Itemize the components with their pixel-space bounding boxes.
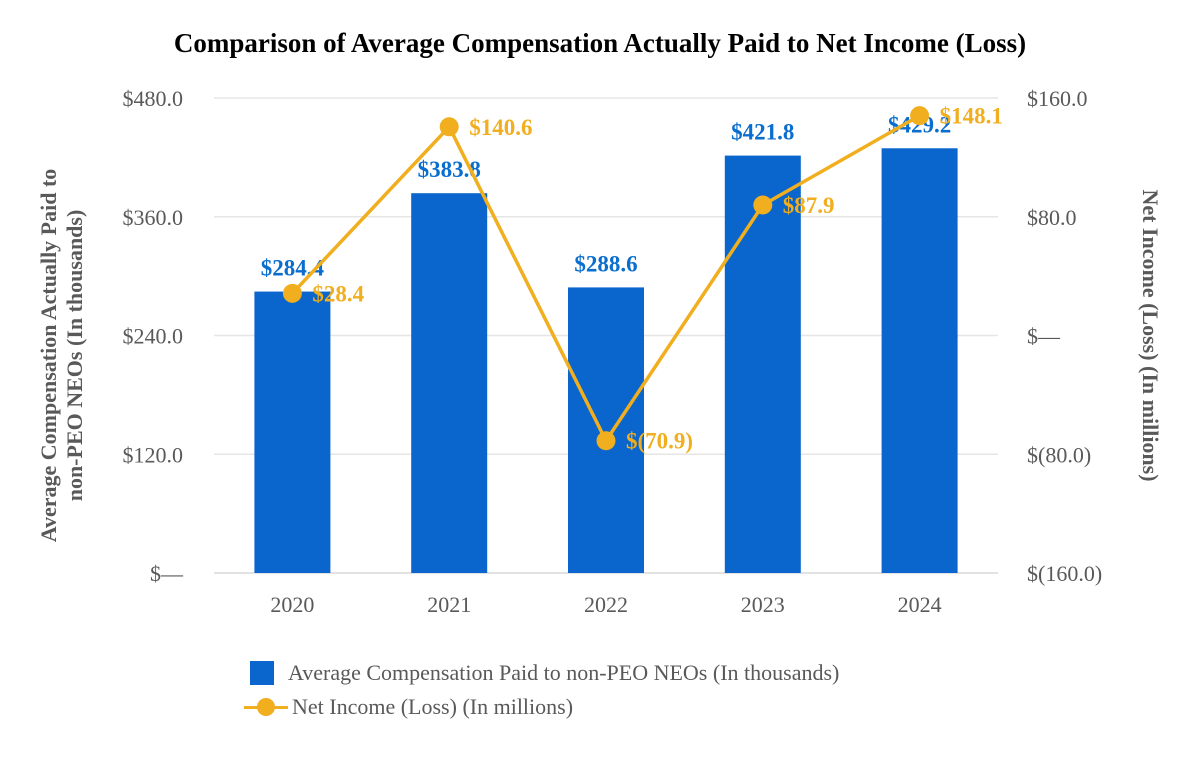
y-left-tick-label: $— [150, 561, 184, 586]
legend-item-line: Net Income (Loss) (In millions) [244, 690, 839, 724]
line-data-label: $(70.9) [626, 429, 693, 454]
line-point [753, 195, 773, 215]
line-point [596, 431, 616, 451]
legend-item-bar: Average Compensation Paid to non-PEO NEO… [244, 656, 839, 690]
y-right-tick-label: $80.0 [1027, 205, 1077, 230]
y-left-axis-title: Average Compensation Actually Paid tonon… [36, 169, 87, 543]
legend-bar-label: Average Compensation Paid to non-PEO NEO… [288, 660, 840, 685]
line-data-label: $28.4 [312, 281, 364, 306]
x-tick-label: 2020 [270, 592, 314, 617]
y-left-tick-label: $240.0 [123, 324, 184, 349]
chart-title: Comparison of Average Compensation Actua… [173, 28, 1027, 58]
legend-line-label: Net Income (Loss) (In millions) [292, 694, 574, 719]
line-data-label: $148.1 [940, 104, 1003, 129]
line-data-label: $140.6 [469, 115, 532, 140]
bar [568, 287, 644, 573]
line-data-label: $87.9 [783, 193, 835, 218]
x-tick-label: 2021 [427, 592, 471, 617]
bar [254, 291, 331, 573]
bar [411, 193, 488, 573]
y-right-axis-title: Net Income (Loss) (In millions) [1138, 189, 1163, 481]
y-left-tick-label: $120.0 [123, 442, 184, 467]
legend-bar-swatch [250, 661, 274, 685]
line-point [910, 106, 930, 126]
x-tick-label: 2024 [898, 592, 942, 617]
bar [881, 148, 958, 574]
line-point [282, 283, 302, 303]
y-left-tick-label: $480.0 [123, 86, 184, 111]
bar [724, 155, 801, 573]
legend-line-swatch [244, 695, 288, 719]
bar-data-label: $288.6 [574, 251, 637, 276]
y-left-tick-label: $360.0 [123, 205, 184, 230]
y-right-tick-label: $(160.0) [1027, 561, 1102, 586]
y-right-tick-label: $— [1027, 324, 1061, 349]
x-tick-label: 2022 [584, 592, 628, 617]
line-point [439, 117, 459, 137]
bar-data-label: $421.8 [731, 120, 794, 145]
y-right-tick-label: $(80.0) [1027, 442, 1091, 467]
x-tick-label: 2023 [741, 592, 785, 617]
legend: Average Compensation Paid to non-PEO NEO… [244, 656, 839, 724]
y-right-tick-label: $160.0 [1027, 86, 1088, 111]
